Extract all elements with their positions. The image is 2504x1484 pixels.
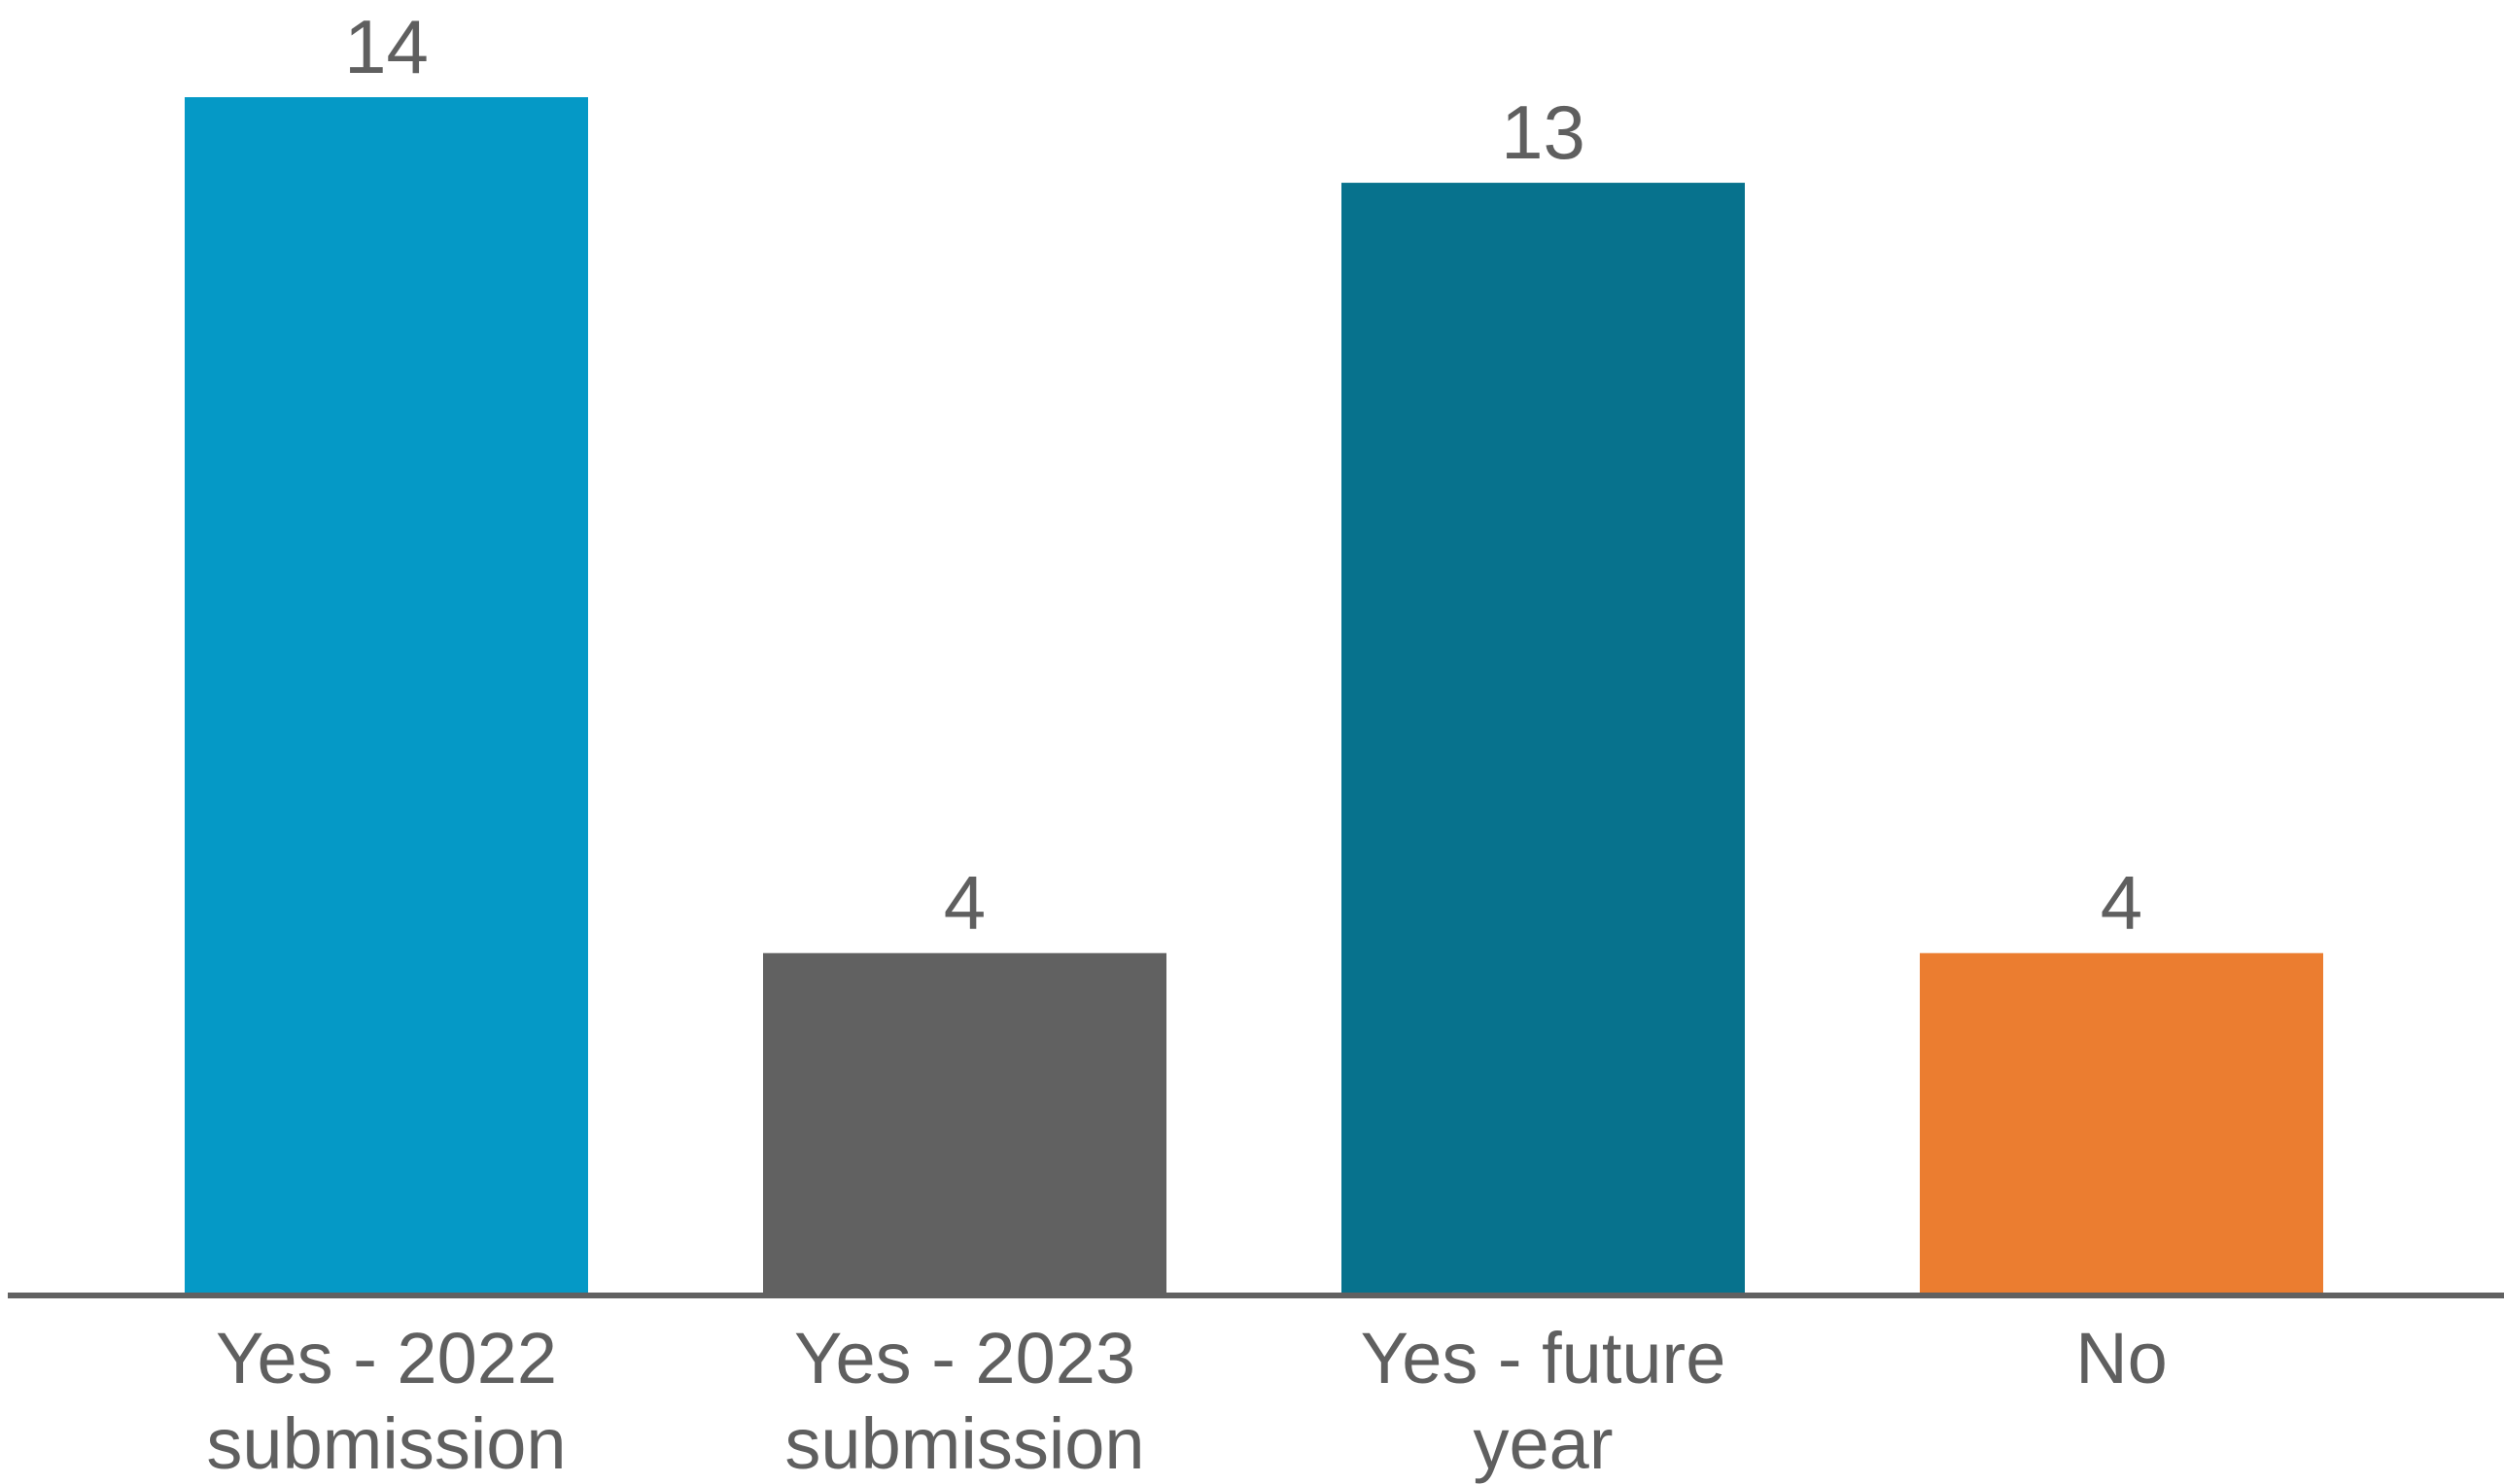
bar-2 — [1341, 183, 1745, 1296]
category-label-3-line-0: No — [2075, 1318, 2168, 1398]
category-label-1-line-0: Yes - 2023 — [794, 1318, 1135, 1398]
value-labels-group: 14 4 13 4 — [344, 4, 2142, 946]
category-label-0-line-0: Yes - 2022 — [216, 1318, 557, 1398]
category-label-2-line-1: year — [1474, 1403, 1614, 1484]
category-label-0-line-1: submission — [206, 1403, 566, 1484]
value-label-2: 13 — [1501, 89, 1585, 175]
value-label-1: 4 — [944, 860, 986, 946]
value-label-3: 4 — [2101, 860, 2142, 946]
value-label-0: 14 — [344, 4, 429, 89]
bars-group — [185, 97, 2323, 1296]
category-label-3: No — [2075, 1318, 2168, 1398]
category-label-0: Yes - 2022 submission — [206, 1318, 566, 1484]
bar-3 — [1920, 952, 2323, 1295]
bar-0 — [185, 97, 588, 1295]
category-label-1-line-1: submission — [784, 1403, 1144, 1484]
category-label-2-line-0: Yes - future — [1361, 1318, 1726, 1398]
category-label-2: Yes - future year — [1361, 1318, 1726, 1484]
category-label-1: Yes - 2023 submission — [784, 1318, 1144, 1484]
bar-1 — [763, 952, 1166, 1295]
